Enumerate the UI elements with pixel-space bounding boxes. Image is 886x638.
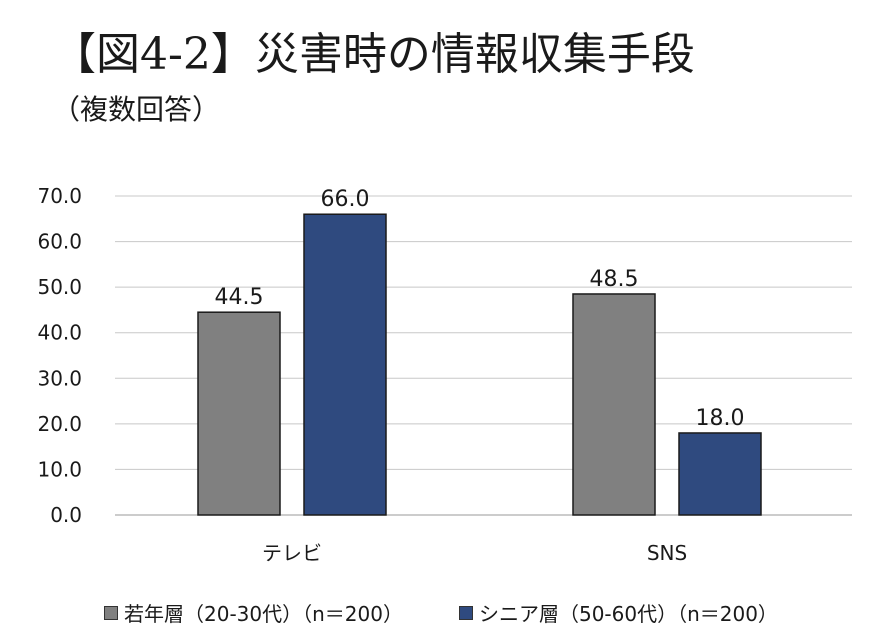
data-label: 44.5 (215, 285, 264, 310)
legend-item-senior: シニア層（50-60代）（n＝200） (458, 598, 778, 627)
y-tick-label: 10.0 (37, 457, 82, 481)
data-labels: 44.5 66.0 48.5 18.0 (215, 187, 745, 431)
bar-young-0 (197, 311, 281, 516)
data-label: 48.5 (590, 267, 639, 292)
x-axis-categories: テレビ SNS (262, 541, 687, 565)
legend-swatch-senior (458, 605, 473, 620)
bar-senior-1 (678, 432, 762, 516)
y-tick-label: 40.0 (37, 321, 82, 345)
y-tick-label: 70.0 (37, 184, 82, 208)
y-tick-label: 60.0 (37, 230, 82, 254)
data-label: 18.0 (696, 406, 745, 431)
legend-swatch-young (104, 605, 118, 620)
bars (197, 213, 762, 516)
legend: 若年層（20-30代）（n＝200） シニア層（50-60代）（n＝200） (104, 598, 778, 627)
y-tick-label: 50.0 (37, 275, 82, 299)
y-axis-ticks: 0.0 10.0 20.0 30.0 40.0 50.0 60.0 70.0 (37, 184, 82, 527)
bar-young-1 (572, 293, 656, 516)
data-label: 66.0 (321, 187, 370, 212)
chart-subtitle: （複数回答） (52, 93, 221, 126)
bar-senior-0 (303, 213, 387, 516)
legend-label-young: 若年層（20-30代）（n＝200） (124, 602, 403, 626)
x-category-label: テレビ (262, 541, 322, 565)
x-category-label: SNS (647, 541, 687, 565)
chart-title: 【図4-2】災害時の情報収集手段 (52, 29, 695, 80)
y-tick-label: 20.0 (37, 412, 82, 436)
y-tick-label: 30.0 (37, 366, 82, 390)
y-tick-label: 0.0 (50, 503, 82, 527)
legend-item-young: 若年層（20-30代）（n＝200） (104, 598, 403, 627)
legend-label-senior: シニア層（50-60代）（n＝200） (478, 602, 778, 626)
